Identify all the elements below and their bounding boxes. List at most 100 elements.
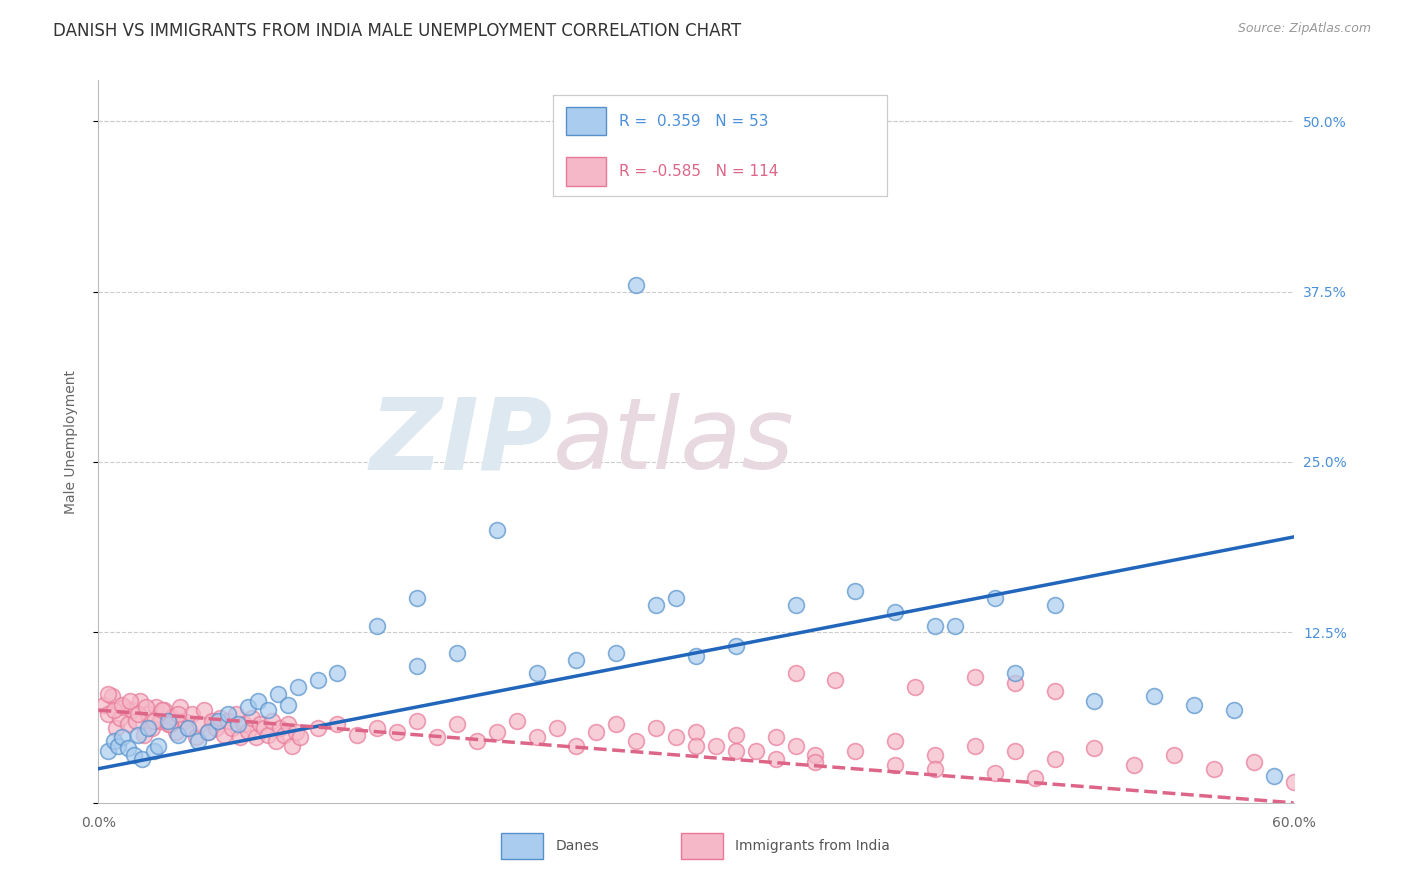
Point	[134, 728, 156, 742]
Point	[277, 716, 299, 731]
Point	[177, 721, 200, 735]
Point	[785, 739, 807, 753]
Point	[112, 700, 135, 714]
Point	[264, 734, 287, 748]
Point	[963, 739, 986, 753]
Point	[256, 703, 278, 717]
Point	[217, 714, 239, 728]
Point	[884, 734, 907, 748]
Point	[97, 707, 120, 722]
Point	[824, 673, 846, 687]
Point	[943, 618, 966, 632]
Point	[260, 714, 283, 728]
Point	[120, 693, 142, 707]
Point	[1083, 693, 1105, 707]
Point	[141, 721, 163, 735]
Point	[984, 765, 1007, 780]
Point	[785, 169, 807, 183]
Point	[173, 714, 195, 728]
Point	[685, 648, 707, 663]
Point	[665, 591, 688, 606]
Point	[804, 755, 827, 769]
Point	[585, 725, 607, 739]
Point	[565, 653, 588, 667]
Point	[1043, 684, 1066, 698]
Point	[446, 646, 468, 660]
Point	[406, 591, 429, 606]
Point	[177, 721, 200, 735]
Point	[565, 739, 588, 753]
Point	[107, 739, 129, 753]
Point	[366, 618, 388, 632]
Point	[280, 739, 302, 753]
Point	[127, 728, 149, 742]
Point	[605, 716, 627, 731]
Point	[785, 666, 807, 681]
Point	[93, 698, 115, 712]
Point	[103, 734, 125, 748]
Point	[1163, 748, 1185, 763]
Point	[307, 721, 329, 735]
Point	[765, 731, 787, 745]
Point	[181, 707, 204, 722]
Point	[626, 734, 648, 748]
Point	[117, 716, 139, 731]
Point	[526, 666, 548, 681]
Point	[605, 646, 627, 660]
Point	[236, 723, 259, 738]
Point	[924, 748, 946, 763]
Point	[1182, 698, 1205, 712]
Point	[1263, 768, 1285, 782]
Point	[1083, 741, 1105, 756]
Point	[267, 687, 290, 701]
Point	[626, 277, 648, 292]
Point	[193, 703, 215, 717]
Point	[366, 721, 388, 735]
Point	[148, 739, 170, 753]
Point	[167, 707, 190, 722]
Point	[127, 707, 149, 722]
Point	[97, 744, 120, 758]
Point	[143, 714, 166, 728]
Point	[149, 714, 172, 728]
Point	[284, 725, 307, 739]
Point	[485, 725, 508, 739]
Point	[249, 716, 271, 731]
Point	[924, 618, 946, 632]
Point	[221, 721, 243, 735]
Point	[506, 714, 529, 728]
Point	[546, 721, 568, 735]
Point	[685, 725, 707, 739]
Point	[465, 734, 488, 748]
Point	[645, 721, 668, 735]
Point	[844, 584, 866, 599]
Point	[804, 748, 827, 763]
Text: DANISH VS IMMIGRANTS FROM INDIA MALE UNEMPLOYMENT CORRELATION CHART: DANISH VS IMMIGRANTS FROM INDIA MALE UNE…	[53, 22, 741, 40]
Point	[277, 698, 299, 712]
Point	[101, 690, 124, 704]
Point	[326, 716, 349, 731]
Point	[159, 716, 181, 731]
Point	[129, 693, 152, 707]
Point	[145, 700, 167, 714]
Point	[426, 731, 449, 745]
Point	[97, 687, 120, 701]
Point	[167, 728, 190, 742]
Point	[111, 731, 134, 745]
Point	[157, 716, 180, 731]
Point	[884, 605, 907, 619]
Point	[884, 757, 907, 772]
Point	[153, 703, 176, 717]
Point	[326, 666, 349, 681]
Point	[446, 716, 468, 731]
Point	[1004, 744, 1026, 758]
Point	[188, 716, 211, 731]
Point	[165, 725, 187, 739]
Point	[307, 673, 329, 687]
Point	[724, 728, 747, 742]
Point	[121, 703, 143, 717]
Point	[256, 728, 278, 742]
Point	[111, 698, 134, 712]
Point	[208, 711, 231, 725]
Point	[665, 731, 688, 745]
